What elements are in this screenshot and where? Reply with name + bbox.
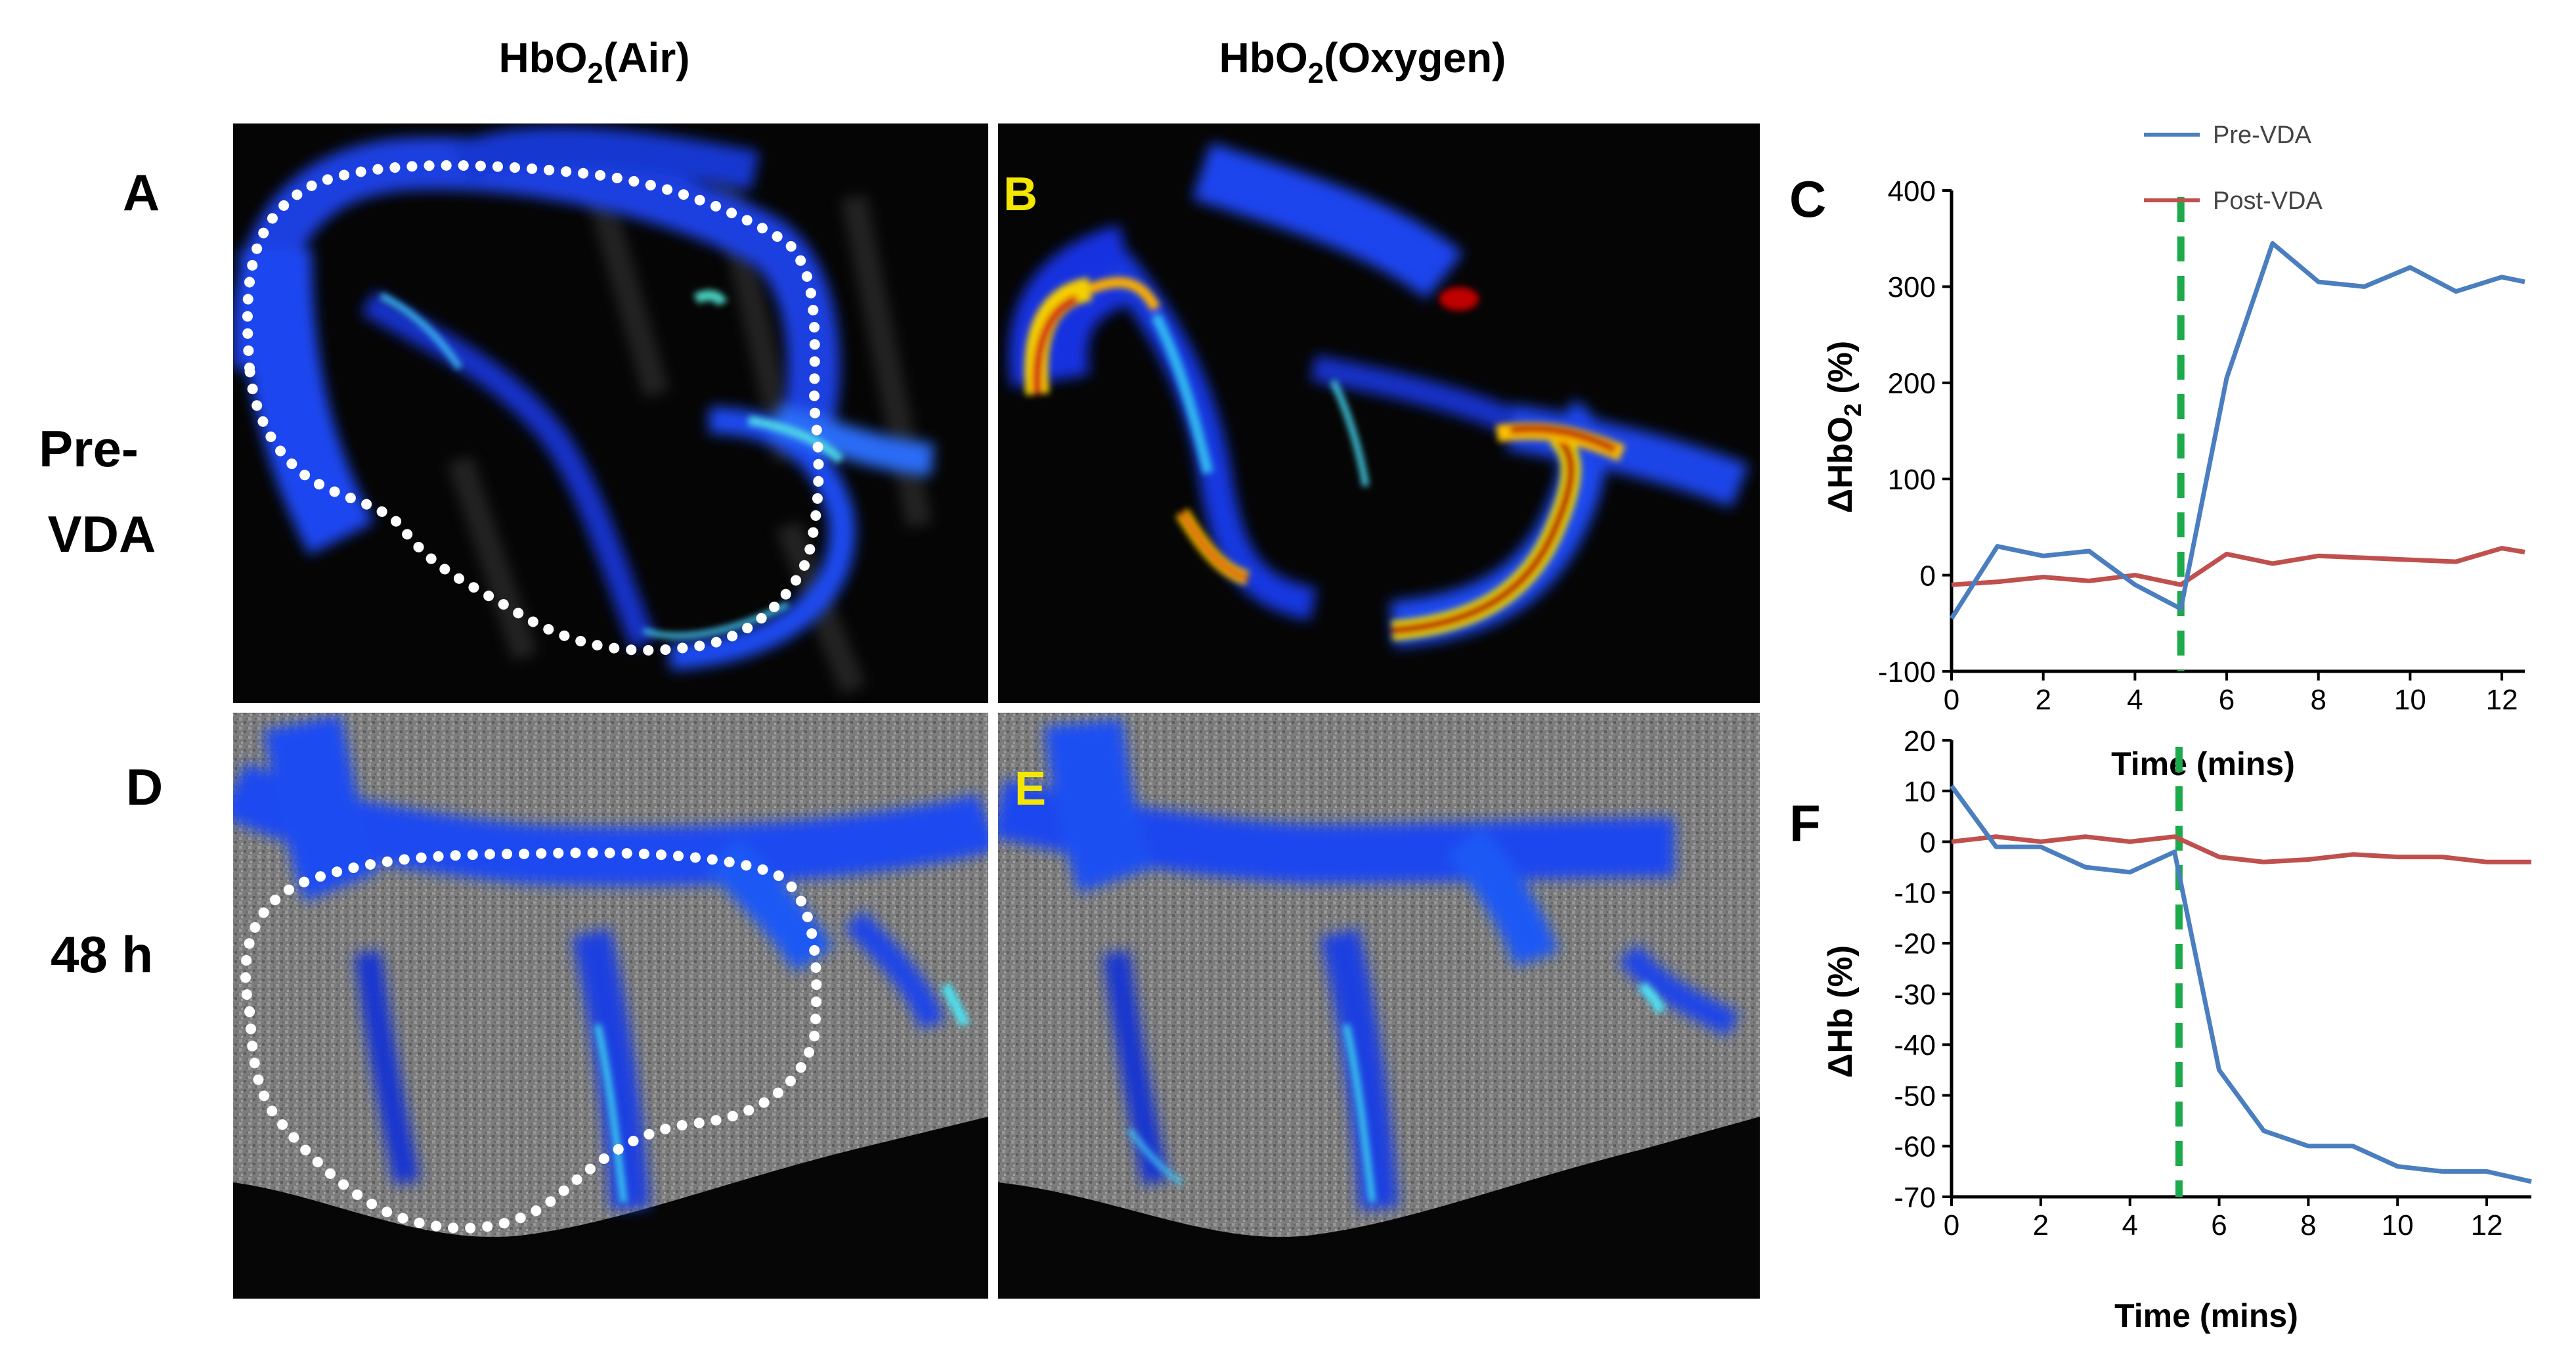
chart-c-xtick-label: 6 [2219, 684, 2235, 716]
chart-f-ytick-label: -70 [1894, 1182, 1936, 1214]
chart-f-ytick-label: -50 [1894, 1080, 1936, 1112]
legend-pre-vda-label: Pre-VDA [2213, 122, 2312, 149]
panel-letter-f: F [1789, 794, 1821, 852]
panel-letter-b: B [1003, 168, 1037, 221]
chart-c-series-pre-vda [1950, 241, 2525, 620]
chart-c-ytick-label: 0 [1920, 560, 1936, 592]
panel-letter-e: E [1015, 763, 1046, 815]
chart-c-xlabel: Time (mins) [2111, 746, 2295, 782]
chart-f-xtick-label: 0 [1944, 1209, 1959, 1241]
panel-letter-a: A [123, 164, 160, 221]
chart-f-ytick-label: 10 [1904, 776, 1936, 808]
chart-c-legend: Pre-VDA Post-VDA [2144, 122, 2323, 215]
chart-f: F -70 -60 -50 -40 -30 -20 -10 0 10 20 0 2 4 6 8 10 12 ΔH… [1789, 725, 2532, 1334]
legend-post-vda-label: Post-VDA [2213, 187, 2323, 215]
panel-d-image [233, 713, 988, 1299]
chart-c-series-post-vda [1951, 546, 2525, 587]
column-header-air: HbO2(Air) [498, 34, 689, 89]
panel-b-image: B [998, 123, 1760, 703]
chart-c-xtick-label: 2 [2035, 684, 2051, 716]
chart-c-xtick-label: 0 [1944, 684, 1959, 716]
chart-f-xtick-label: 8 [2300, 1209, 2316, 1241]
chart-f-series-pre-vda [1950, 784, 2532, 1184]
tumor-outline-d [240, 847, 822, 1234]
panel-letter-c: C [1789, 170, 1826, 228]
chart-c-ytick-label: 400 [1888, 175, 1936, 208]
chart-c-ytick-label: -100 [1878, 656, 1936, 688]
chart-f-ytick-label: -20 [1894, 928, 1936, 960]
panel-letter-d: D [126, 758, 163, 816]
tumor-outline-a [242, 160, 824, 656]
chart-f-xtick-label: 12 [2471, 1209, 2503, 1241]
chart-f-ytick-label: -30 [1894, 979, 1936, 1011]
chart-c-xtick-label: 4 [2127, 684, 2143, 716]
chart-f-xtick-label: 10 [2382, 1209, 2414, 1241]
chart-f-ytick-label: 0 [1920, 826, 1936, 859]
panel-e-image: E [998, 713, 1760, 1299]
row-label-pre-vda-line1: Pre- [39, 420, 139, 478]
chart-f-ytick-label: -60 [1894, 1131, 1936, 1163]
panel-a-image [233, 123, 988, 703]
column-header-oxygen: HbO2(Oxygen) [1219, 34, 1506, 89]
chart-c-ylabel: ΔHbO2 (%) [1822, 341, 1866, 514]
chart-c-ytick-label: 100 [1888, 464, 1936, 496]
chart-f-xtick-label: 4 [2122, 1209, 2137, 1241]
chart-c-series [1950, 197, 2525, 671]
chart-f-ytick-label: -10 [1894, 878, 1936, 910]
chart-f-xlabel: Time (mins) [2114, 1297, 2298, 1334]
chart-f-ytick-label: 20 [1904, 725, 1936, 757]
chart-c-ytick-label: 300 [1888, 271, 1936, 303]
row-label-pre-vda-line2: VDA [48, 505, 156, 563]
chart-c-xtick-label: 8 [2310, 684, 2326, 716]
chart-f-ylabel: ΔHb (%) [1822, 945, 1860, 1078]
row-label-48h: 48 h [51, 926, 153, 983]
chart-f-ytick-label: -40 [1894, 1029, 1936, 1061]
chart-f-axes: -70 -60 -50 -40 -30 -20 -10 0 10 20 0 2 4 6 8 10 12 [1894, 725, 2531, 1241]
chart-f-xtick-label: 2 [2033, 1209, 2049, 1241]
chart-c-xtick-label: 12 [2486, 684, 2518, 716]
chart-f-series [1950, 747, 2532, 1197]
chart-c-xtick-label: 10 [2394, 684, 2426, 716]
chart-f-xtick-label: 6 [2211, 1209, 2227, 1241]
chart-f-series-post-vda [1951, 834, 2531, 864]
chart-c-ytick-label: 200 [1888, 368, 1936, 400]
